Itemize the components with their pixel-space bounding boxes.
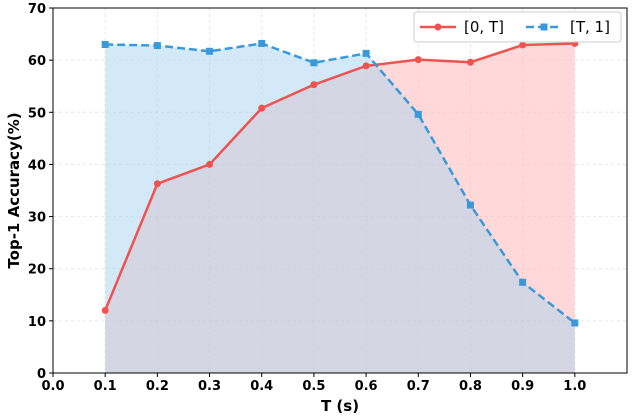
y-tick-label: 40 (28, 158, 46, 173)
marker-series-2 (414, 110, 422, 118)
legend-marker-series-2 (540, 23, 548, 31)
x-tick-label: 0.3 (198, 379, 221, 394)
y-tick-label: 30 (28, 211, 46, 226)
marker-series-1 (153, 180, 161, 188)
x-tick-label: 0.7 (407, 379, 430, 394)
line-series-2 (105, 42, 576, 324)
area-fill-series-2 (105, 43, 575, 373)
marker-series-2 (362, 49, 370, 57)
series-markers (101, 39, 579, 327)
marker-series-2 (258, 39, 266, 47)
marker-series-2 (206, 47, 214, 55)
x-tick-label: 0.1 (94, 379, 117, 394)
marker-series-1 (362, 62, 370, 70)
marker-series-2 (519, 278, 527, 286)
legend-items: [0, T] [T, 1] (420, 18, 610, 36)
marker-series-2 (571, 319, 579, 327)
line-series-1 (104, 42, 575, 311)
marker-series-2 (310, 59, 318, 67)
plot-frame (52, 7, 628, 374)
y-axis-label: Top-1 Accuracy(%) (5, 112, 23, 268)
legend-label-series-2: [T, 1] (570, 18, 610, 36)
x-tick-label: 0.4 (250, 379, 273, 394)
x-tick-label: 0.2 (146, 379, 169, 394)
marker-series-2 (101, 41, 109, 48)
legend-label-series-1: [0, T] (464, 18, 504, 36)
x-tick-label: 1.0 (563, 379, 586, 394)
legend: [0, T] [T, 1] (413, 11, 622, 43)
x-tick-label: 0.8 (459, 379, 482, 394)
legend-marker-series-1 (434, 23, 442, 31)
marker-series-1 (258, 104, 266, 112)
x-tick-label: 0.0 (41, 379, 64, 394)
axis-ticks: 0.0 0.1 0.2 0.3 0.4 0.5 0.6 0.7 0.8 0.9 1.0 0 10 20 30… (28, 2, 586, 394)
marker-series-1 (206, 160, 214, 168)
area-fills (105, 43, 575, 373)
marker-series-1 (519, 41, 527, 49)
y-tick-label: 0 (37, 367, 46, 382)
series-lines (104, 42, 576, 324)
marker-series-2 (466, 201, 474, 209)
y-tick-label: 50 (28, 106, 46, 121)
x-tick-label: 0.6 (355, 379, 378, 394)
y-tick-label: 20 (28, 263, 46, 278)
marker-series-1 (466, 58, 474, 66)
legend-box (413, 11, 622, 43)
x-tick-label: 0.9 (511, 379, 534, 394)
y-tick-label: 70 (28, 2, 46, 17)
y-tick-label: 10 (28, 315, 46, 330)
marker-series-1 (414, 56, 422, 64)
x-tick-label: 0.5 (302, 379, 325, 394)
y-tick-label: 60 (28, 54, 46, 69)
marker-series-2 (153, 42, 161, 50)
marker-series-1 (310, 81, 318, 89)
marker-series-1 (101, 306, 109, 314)
x-axis-label: T (s) (321, 397, 359, 415)
